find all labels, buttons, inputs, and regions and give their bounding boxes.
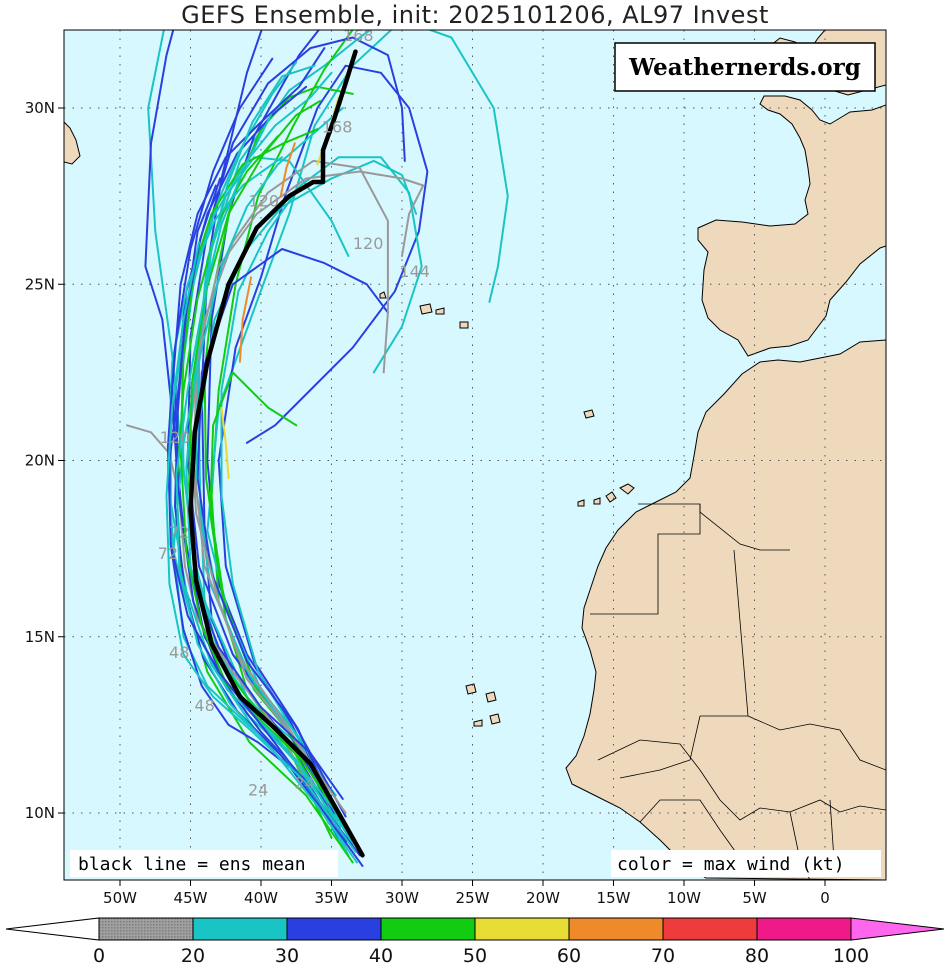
ensemble-member-track <box>166 57 361 857</box>
colorbar-segment <box>756 917 852 941</box>
colorbar-tick-label: 60 <box>557 945 581 967</box>
note-right-box: color = max wind (kt) <box>611 850 881 877</box>
ensemble-member-track <box>220 156 423 832</box>
lon-tick-label: 0 <box>820 889 830 907</box>
forecast-hour-label: 120 <box>160 428 191 447</box>
ensemble-member-track <box>210 30 354 843</box>
colorbar-segment <box>286 917 382 941</box>
colorbar-tick-label: 50 <box>463 945 487 967</box>
forecast-hour-label: 48 <box>169 643 189 662</box>
colorbar: 0 20 30 40 50 60 70 80 100 <box>5 917 945 967</box>
forecast-hour-label: 168 <box>343 26 374 45</box>
lat-tick-label: 30N <box>25 99 55 117</box>
forecast-hour-label: 168 <box>322 118 353 137</box>
lon-tick-label: 15W <box>597 889 631 907</box>
forecast-hour-label: 48 <box>194 696 214 715</box>
lon-tick-label: 50W <box>103 889 137 907</box>
lat-tick-label: 15N <box>25 628 55 646</box>
note-left-box: black line = ens mean <box>70 850 338 877</box>
lon-tick-label: 25W <box>456 889 490 907</box>
lat-lon-grid <box>64 30 886 880</box>
colorbar-high-arrow <box>850 917 945 941</box>
watermark-box: Weathernerds.org <box>614 42 876 92</box>
ensemble-member-track <box>217 64 429 821</box>
ensemble-member-track <box>206 30 347 832</box>
lon-tick-label: 45W <box>174 889 208 907</box>
ensemble-member-track <box>165 241 357 853</box>
colorbar-segment <box>568 917 664 941</box>
colorbar-segment <box>662 917 758 941</box>
forecast-hour-label: 72 <box>169 523 189 542</box>
colorbar-tick-label: 80 <box>745 945 769 967</box>
colorbar-tick-label: 40 <box>369 945 393 967</box>
lat-tick-label: 20N <box>25 452 55 470</box>
ensemble-member-track <box>126 424 330 825</box>
colorbar-tick-label: 20 <box>181 945 205 967</box>
forecast-hour-label: 24 <box>295 773 315 792</box>
colorbar-segment <box>380 917 476 941</box>
watermark-text: Weathernerds.org <box>628 54 861 81</box>
lat-tick-label: 10N <box>25 804 55 822</box>
lon-tick-label: 30W <box>385 889 419 907</box>
lon-tick-label: 35W <box>315 889 349 907</box>
ensemble-member-track <box>144 30 337 832</box>
land-africa <box>565 339 886 880</box>
forecast-hour-label: 144 <box>399 262 430 281</box>
colorbar-segment <box>98 917 194 941</box>
colorbar-low-arrow <box>5 917 100 941</box>
colorbar-tick-label: 30 <box>275 945 299 967</box>
ensemble-member-track <box>200 30 337 821</box>
forecast-hour-label: 120 <box>249 192 280 211</box>
lat-tick-label: 25N <box>25 275 55 293</box>
axis-labels: 50W 45W 40W 35W 30W 25W 20W 15W 10W 5W 0 10N 15N 20N 2… <box>25 99 830 907</box>
chart-title: GEFS Ensemble, init: 2025101206, AL97 In… <box>181 1 769 29</box>
ensemble-member-track <box>172 107 347 846</box>
ensemble-member-track <box>198 159 418 821</box>
colorbar-tick-label: 0 <box>93 945 105 967</box>
lon-tick-label: 20W <box>526 889 560 907</box>
ensemble-member-track <box>198 30 372 846</box>
forecast-hour-label: 24 <box>248 780 268 799</box>
ensemble-member-track <box>196 248 389 818</box>
ensemble-tracks <box>126 30 509 867</box>
colorbar-segment <box>192 917 288 941</box>
colorbar-tick-label: 100 <box>833 945 869 967</box>
forecast-hour-labels: 240216192168168120144120727212048482424 <box>158 26 430 799</box>
colorbar-segment <box>474 917 570 941</box>
ensemble-mean-track <box>188 49 365 858</box>
colorbar-tick-label: 70 <box>651 945 675 967</box>
lon-tick-label: 40W <box>244 889 278 907</box>
lon-tick-label: 10W <box>667 889 701 907</box>
plot-frame <box>63 29 887 881</box>
note-left: black line = ens mean <box>78 854 306 875</box>
forecast-hour-label: 72 <box>158 544 178 563</box>
islands <box>64 121 635 727</box>
ensemble-member-track <box>279 142 296 198</box>
forecast-hour-label: 120 <box>353 234 384 253</box>
note-right: color = max wind (kt) <box>617 854 845 875</box>
ensemble-member-track <box>238 276 253 363</box>
ensemble-member-track <box>220 406 230 480</box>
lon-tick-label: 5W <box>742 889 767 907</box>
